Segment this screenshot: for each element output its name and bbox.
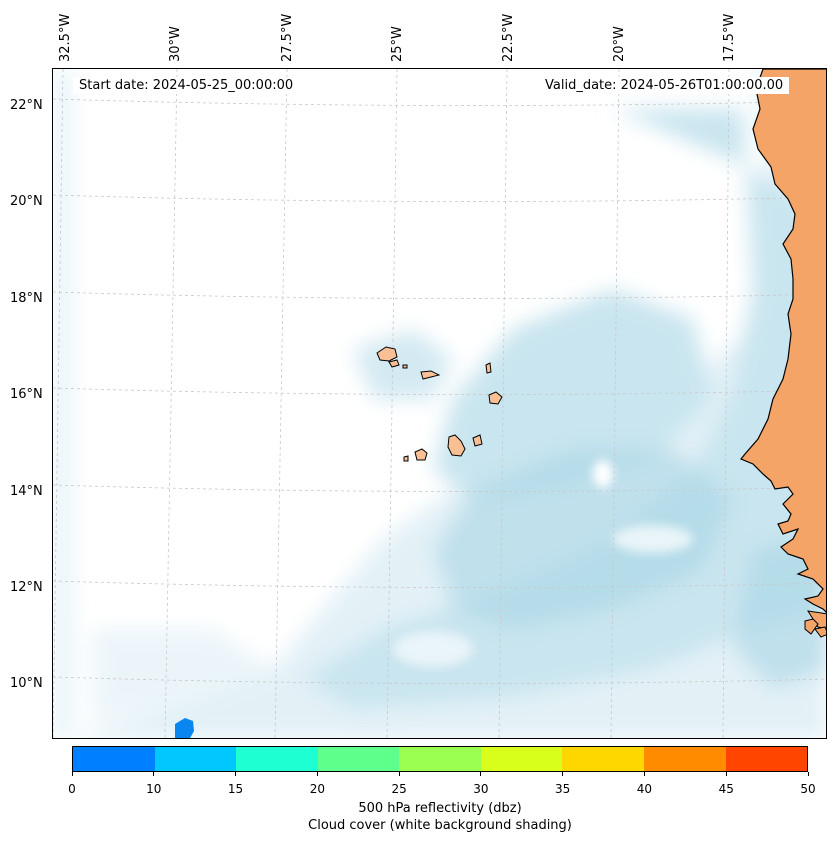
colorbar xyxy=(72,746,808,772)
colorbar-label: 500 hPa reflectivity (dbz) xyxy=(358,801,522,816)
colorbar-tick-mark xyxy=(316,772,318,776)
colorbar-tick-mark xyxy=(235,772,237,776)
colorbar-tick-mark xyxy=(725,772,727,776)
latitude-label: 20°N xyxy=(10,194,43,209)
colorbar-tick-label: 45 xyxy=(718,782,734,796)
colorbar-segment xyxy=(399,747,481,771)
colorbar-tick-mark xyxy=(480,772,482,776)
colorbar-tick-mark xyxy=(153,772,155,776)
colorbar-segment xyxy=(562,747,644,771)
colorbar-segment xyxy=(317,747,400,771)
start-date-label: Start date: 2024-05-25_00:00:00 xyxy=(73,77,300,94)
colorbar-segment xyxy=(73,747,155,771)
colorbar-tick-label: 35 xyxy=(555,782,571,796)
longitude-label: 20°W xyxy=(612,26,627,62)
colorbar-segment xyxy=(480,747,563,771)
latitude-label: 14°N xyxy=(10,484,43,499)
colorbar-sublabel: Cloud cover (white background shading) xyxy=(308,818,572,833)
colorbar-segment xyxy=(725,747,808,771)
map-canvas xyxy=(53,69,826,738)
colorbar-tick-label: 50 xyxy=(800,782,816,796)
colorbar-tick-label: 40 xyxy=(636,782,653,796)
colorbar-tick-mark xyxy=(562,772,564,776)
colorbar-segment xyxy=(643,747,726,771)
colorbar-tick-mark xyxy=(398,772,400,776)
map-panel xyxy=(52,68,827,739)
latitude-label: 12°N xyxy=(10,580,43,595)
longitude-label: 25°W xyxy=(390,26,405,62)
latitude-label: 18°N xyxy=(10,291,43,306)
colorbar-tick-label: 15 xyxy=(227,782,244,796)
colorbar-tick-mark xyxy=(71,772,73,776)
colorbar-tick-mark xyxy=(807,772,809,776)
latitude-label: 16°N xyxy=(10,387,43,402)
colorbar-tick-label: 30 xyxy=(473,782,489,796)
longitude-label: 22.5°W xyxy=(501,13,516,62)
colorbar-segment xyxy=(154,747,237,771)
colorbar-tick-label: 0 xyxy=(68,782,76,796)
reflectivity-cell xyxy=(175,718,194,738)
valid-date-label: Valid_date: 2024-05-26T01:00:00.00 xyxy=(539,77,790,94)
latitude-label: 22°N xyxy=(10,98,43,113)
coastline xyxy=(740,69,826,638)
graticule xyxy=(53,69,826,738)
cape-verde-islands xyxy=(376,346,503,462)
colorbar-tick-label: 10 xyxy=(146,782,162,796)
colorbar-segment xyxy=(236,747,318,771)
longitude-label: 30°W xyxy=(168,26,183,62)
colorbar-tick-label: 20 xyxy=(309,782,325,796)
longitude-label: 17.5°W xyxy=(722,13,737,62)
cloud-cover-shading xyxy=(53,69,826,738)
colorbar-tick-label: 25 xyxy=(391,782,407,796)
longitude-label: 27.5°W xyxy=(280,13,295,62)
longitude-label: 32.5°W xyxy=(58,13,73,62)
latitude-label: 10°N xyxy=(10,676,43,691)
colorbar-tick-mark xyxy=(643,772,645,776)
